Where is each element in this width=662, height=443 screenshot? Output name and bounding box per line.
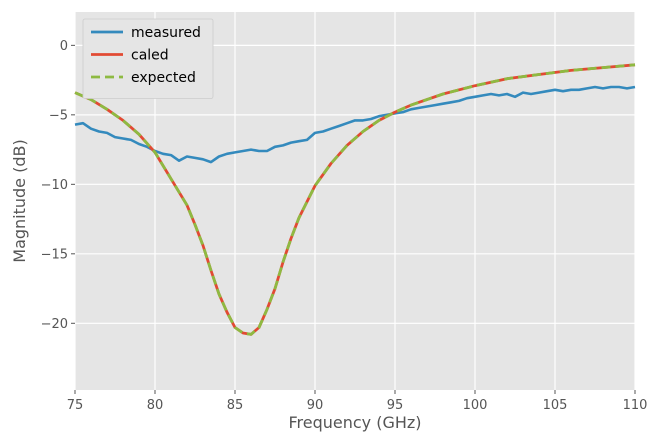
x-axis-label: Frequency (GHz) xyxy=(288,413,421,432)
legend-label-caled: caled xyxy=(131,48,169,64)
y-tick-label: −5 xyxy=(49,108,68,123)
y-axis-ticks: 0 −5 −10 −15 −20 xyxy=(41,39,75,332)
y-axis-label: Magnitude (dB) xyxy=(10,139,29,262)
series-line-measured xyxy=(74,85,636,164)
y-tick-label: −15 xyxy=(41,247,68,262)
legend-label-expected: expected xyxy=(131,70,196,86)
x-tick-label: 75 xyxy=(67,398,84,413)
legend-label-measured: measured xyxy=(131,25,201,41)
x-tick-label: 80 xyxy=(147,398,164,413)
x-tick-label: 110 xyxy=(623,398,648,413)
series-layer xyxy=(74,63,636,336)
y-tick-label: 0 xyxy=(60,39,68,54)
x-tick-label: 90 xyxy=(307,398,324,413)
x-tick-label: 95 xyxy=(387,398,404,413)
legend-box xyxy=(82,18,214,99)
y-tick-label: −10 xyxy=(41,178,68,193)
x-tick-label: 105 xyxy=(543,398,568,413)
legend: measured caled expected xyxy=(82,18,214,99)
x-tick-label: 100 xyxy=(463,398,488,413)
x-axis-ticks: 75 80 85 90 95 100 105 110 xyxy=(67,390,648,413)
y-tick-label: −20 xyxy=(41,317,68,332)
x-tick-label: 85 xyxy=(227,398,244,413)
series-line-expected xyxy=(74,63,636,336)
